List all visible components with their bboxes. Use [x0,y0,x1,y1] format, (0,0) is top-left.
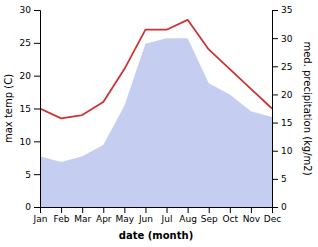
tick-label: 25 [20,38,31,48]
tick-mark [34,76,40,77]
tick-mark [34,109,40,110]
tick-label: Dec [264,214,281,224]
tick-mark [272,10,278,11]
tick-label: Jan [33,214,48,224]
tick: Oct [223,207,239,224]
tick: 10 [20,137,40,147]
axis-line [34,11,41,208]
tick-mark [272,66,278,67]
tick: 15 [272,118,292,128]
tick-mark [272,151,278,152]
tick-mark [124,207,125,213]
tick-mark [34,207,40,208]
x-axis: Jan Feb Mar Apr MayJun Jul Aug Sep Oct NovDec [33,207,282,224]
tick-mark [272,179,278,180]
tick: Aug [179,207,197,224]
tick: 0 [25,202,40,212]
tick-mark [251,207,252,213]
tick-label: 10 [281,146,293,156]
tick: Jun [138,207,153,224]
axis-line [273,11,279,208]
axis-line [41,208,273,214]
tick-mark [230,207,231,213]
tick-label: 0 [25,202,31,212]
tick-label: 15 [281,118,292,128]
tick: 20 [20,71,40,81]
tick-mark [145,207,146,213]
line [40,20,272,119]
tick-mark [167,207,168,213]
y-axis: 0 5 10 15 20 25 30 [20,5,41,212]
tick: Sep [201,207,218,224]
chart: JanFebMarAprMayJunJulAugSepOctNovDec0510… [0,0,318,247]
tick-label: 30 [20,5,32,15]
tick: 20 [272,90,293,100]
tick: May [116,207,135,224]
tick: 15 [20,104,40,114]
tick-label: May [116,214,135,224]
tick-label: 5 [281,174,287,184]
tick-label: 25 [281,62,292,72]
tick-mark [34,174,40,175]
tick: 25 [272,62,292,72]
tick-mark [34,43,40,44]
tick-mark [82,207,83,213]
tick-label: Feb [54,214,70,224]
x-axis-title: date (month) [119,230,193,241]
tick: 30 [20,5,40,15]
tick-mark [103,207,104,213]
tick-mark [272,207,278,208]
tick-label: 20 [281,90,293,100]
tick-label: Jun [138,214,153,224]
tick: Dec [264,207,281,224]
tick: Nov [243,207,261,224]
tick-mark [272,123,278,124]
tick-label: Oct [223,214,239,224]
tick: Apr [96,207,112,224]
tick: 30 [272,34,293,44]
tick: 10 [272,146,293,156]
y-axis-title: max temp (C) [3,74,14,143]
tick-mark [34,10,40,11]
tick: Mar [74,207,91,224]
y2-axis: 0 5 10 15 20 25 30 35 [272,5,293,212]
tick-mark [61,207,62,213]
tick-mark [209,207,210,213]
tick: Jan [33,207,48,224]
tick-label: Jul [161,214,173,224]
tick-label: 0 [281,202,287,212]
tick-mark [272,94,278,95]
tick-label: 5 [25,170,31,180]
tick: Feb [54,207,70,224]
tick: 0 [272,202,287,212]
tick: 35 [272,5,292,15]
plot: JanFebMarAprMayJunJulAugSepOctNovDec0510… [3,5,313,241]
tick-label: Aug [179,214,197,224]
tick-label: Apr [96,214,112,224]
tick: 5 [272,174,287,184]
tick: Jul [161,207,173,224]
y2-axis-title: med. precipitation (kg/m2) [302,41,313,175]
tick-mark [272,38,278,39]
tick-label: 15 [20,104,31,114]
tick-label: Mar [74,214,91,224]
tick-label: 10 [20,137,32,147]
marks [40,20,272,207]
tick-label: Sep [201,214,218,224]
tick-label: 30 [281,34,293,44]
tick-label: Nov [243,214,261,224]
tick-mark [188,207,189,213]
tick-mark [34,141,40,142]
tick: 25 [20,38,40,48]
tick-label: 20 [20,71,32,81]
tick-label: 35 [281,5,292,15]
tick: 5 [25,170,40,180]
area [40,38,272,207]
